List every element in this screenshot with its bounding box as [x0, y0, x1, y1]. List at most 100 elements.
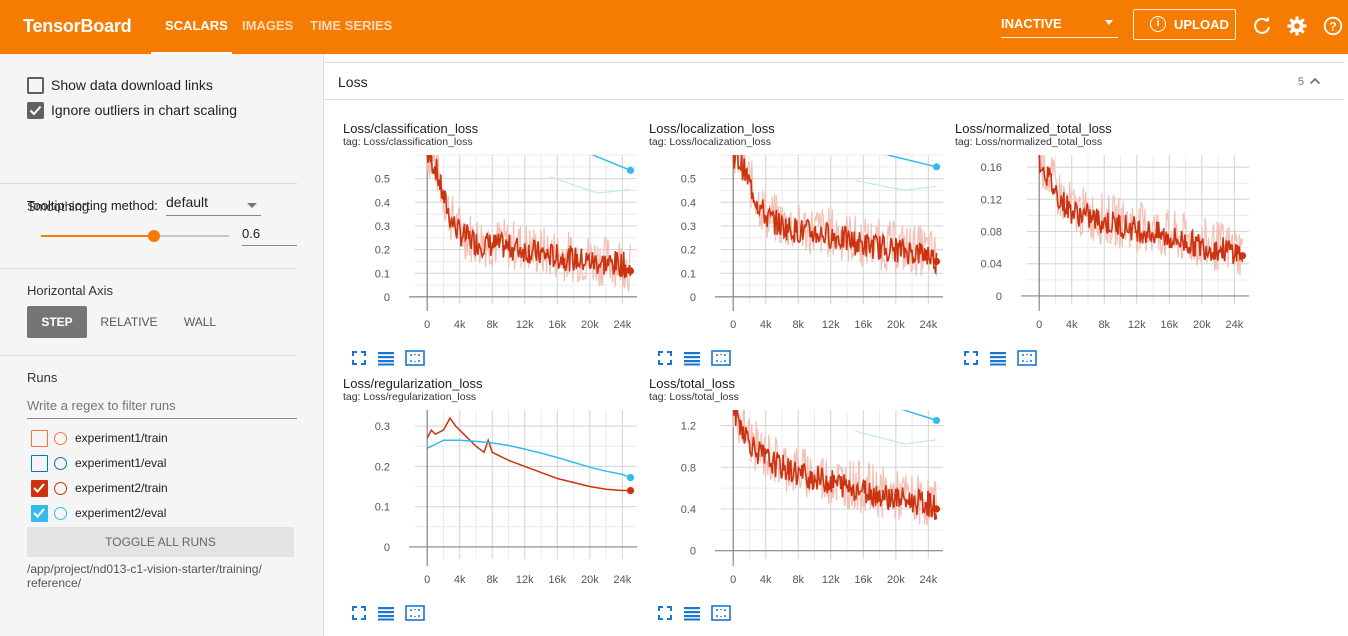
series-line-experiment2-train[interactable] — [1038, 154, 1244, 264]
series-line-experiment2-eval[interactable] — [426, 439, 631, 479]
tooltip-sorting-select[interactable]: default — [166, 194, 261, 216]
chart-title: Loss/regularization_loss — [343, 376, 483, 391]
chart-plot[interactable]: 0 4k 8k 12k 16k 20k 24k 0 0.1 0.2 0.3 — [343, 402, 643, 602]
runs-filter-input[interactable]: Write a regex to filter runs — [27, 398, 297, 419]
chart-tag: tag: Loss/normalized_total_loss — [955, 136, 1103, 148]
x-tick-label: 20k — [581, 319, 599, 331]
axes — [1021, 155, 1249, 311]
grid-lines-major — [415, 410, 637, 559]
y-tick-label: 0 — [690, 292, 696, 304]
series-line-experiment2-train[interactable] — [732, 150, 938, 274]
series-line-experiment2-train[interactable] — [426, 416, 631, 492]
run-color-swatch[interactable] — [54, 432, 67, 445]
ignore-outliers-label: Ignore outliers in chart scaling — [51, 102, 237, 118]
series-line-raw-experiment2-train — [426, 155, 632, 292]
axes — [409, 155, 637, 311]
smoothing-slider[interactable] — [41, 230, 229, 242]
y-tick-label: 0.12 — [981, 194, 1002, 206]
category-title: Loss — [338, 74, 368, 90]
y-tick-label: 0.1 — [375, 268, 390, 280]
toggle-y-log-icon[interactable] — [683, 605, 701, 621]
chart-card: Loss/classification_loss tag: Loss/classi… — [343, 121, 649, 371]
sidebar: Show data download links Ignore outliers… — [0, 54, 324, 636]
grid-lines — [415, 410, 637, 559]
category-header-loss[interactable]: Loss 5 — [324, 62, 1344, 100]
run-color-swatch[interactable] — [54, 457, 67, 470]
toggle-y-log-icon[interactable] — [377, 605, 395, 621]
chart-plot[interactable]: 0 4k 8k 12k 16k 20k 24k 0 0.1 0.2 0.3 0.4 0.5 — [343, 147, 643, 347]
fit-domain-icon[interactable] — [405, 350, 425, 366]
run-checkbox[interactable] — [31, 455, 48, 472]
y-tick-label: 0.1 — [681, 268, 696, 280]
chart-card: Loss/regularization_loss tag: Loss/regula… — [343, 376, 649, 626]
upload-button[interactable]: i UPLOAD — [1133, 9, 1236, 40]
ignore-outliers-checkbox[interactable] — [27, 102, 44, 119]
run-checkbox[interactable] — [31, 480, 48, 497]
series-line-experiment2-train[interactable] — [732, 402, 938, 520]
log-directory-path: /app/project/nd013-c1-vision-starter/tra… — [27, 562, 262, 590]
tab-time-series[interactable]: TIME SERIES — [310, 18, 393, 33]
chart-title: Loss/total_loss — [649, 376, 735, 391]
divider — [0, 355, 297, 356]
x-tick-label: 0 — [730, 574, 736, 586]
run-checkbox[interactable] — [31, 430, 48, 447]
tooltip-sorting-value: default — [166, 194, 209, 210]
run-color-swatch[interactable] — [54, 482, 67, 495]
y-tick-label: 0.1 — [375, 502, 390, 514]
chart-tag: tag: Loss/regularization_loss — [343, 391, 477, 403]
fit-domain-icon[interactable] — [405, 605, 425, 621]
fit-domain-icon[interactable] — [711, 350, 731, 366]
inactive-select-value: INACTIVE — [1001, 16, 1062, 31]
series-line-experiment2-eval[interactable] — [887, 155, 937, 168]
x-tick-label: 24k — [613, 574, 631, 586]
series-line-experiment2-eval[interactable] — [582, 150, 631, 172]
fullscreen-icon[interactable] — [657, 350, 675, 366]
dropdown-caret-icon — [247, 203, 257, 208]
toggle-y-log-icon[interactable] — [683, 350, 701, 366]
toggle-y-log-icon[interactable] — [989, 350, 1007, 366]
axis-wall-button[interactable]: WALL — [183, 315, 217, 329]
checkmark-icon — [29, 105, 42, 116]
chevron-up-icon[interactable] — [1309, 75, 1321, 87]
series-line-experiment2-eval[interactable] — [888, 405, 937, 422]
toggle-all-runs-button[interactable]: TOGGLE ALL RUNS — [27, 527, 294, 557]
series-end-point — [932, 416, 941, 425]
chart-plot[interactable]: 0 4k 8k 12k 16k 20k 24k 0 0.1 0.2 0.3 0.4 0.5 — [649, 147, 949, 347]
fullscreen-icon[interactable] — [351, 350, 369, 366]
run-label: experiment1/train — [75, 431, 168, 445]
series-line-raw-experiment2-eval — [548, 176, 631, 194]
series-end-point — [1238, 252, 1247, 260]
smoothing-slider-thumb[interactable] — [147, 230, 160, 242]
main-content: Loss 5 — [324, 54, 1348, 636]
x-tick-label: 12k — [822, 574, 840, 586]
smoothing-value-input[interactable]: 0.6 — [242, 226, 297, 246]
show-download-links-checkbox[interactable] — [27, 77, 44, 94]
fit-domain-icon[interactable] — [711, 605, 731, 621]
series-line-experiment2-train[interactable] — [426, 149, 632, 279]
chart-plot[interactable]: 0 4k 8k 12k 16k 20k 24k 0 0.4 0.8 1.2 — [649, 402, 949, 602]
upload-label: UPLOAD — [1174, 17, 1229, 32]
axis-relative-button[interactable]: RELATIVE — [100, 315, 158, 329]
series-line-raw-experiment2-train — [1039, 155, 1244, 276]
fit-domain-icon[interactable] — [1017, 350, 1037, 366]
inactive-plugins-select[interactable]: INACTIVE — [1001, 16, 1118, 38]
refresh-icon[interactable] — [1252, 16, 1272, 36]
smoothing-slider-fill — [41, 235, 154, 237]
tooltip-sorting-label: Tooltip sorting method: — [27, 198, 158, 213]
x-tick-label: 24k — [919, 574, 937, 586]
tab-images[interactable]: IMAGES — [242, 18, 294, 33]
help-icon[interactable]: ? — [1323, 16, 1343, 36]
fullscreen-icon[interactable] — [963, 350, 981, 366]
settings-gear-icon[interactable] — [1287, 16, 1307, 36]
x-tick-label: 20k — [887, 574, 905, 586]
tab-scalars[interactable]: SCALARS — [165, 18, 228, 33]
checkmark-icon — [33, 508, 45, 518]
chart-plot[interactable]: 0 4k 8k 12k 16k 20k 24k 0 0.04 0.08 0.12 0.16 — [955, 147, 1255, 347]
run-label: experiment1/eval — [75, 456, 167, 470]
fullscreen-icon[interactable] — [351, 605, 369, 621]
axis-step-button[interactable]: STEP — [27, 306, 87, 338]
fullscreen-icon[interactable] — [657, 605, 675, 621]
run-color-swatch[interactable] — [54, 507, 67, 520]
toggle-y-log-icon[interactable] — [377, 350, 395, 366]
run-checkbox[interactable] — [31, 505, 48, 522]
